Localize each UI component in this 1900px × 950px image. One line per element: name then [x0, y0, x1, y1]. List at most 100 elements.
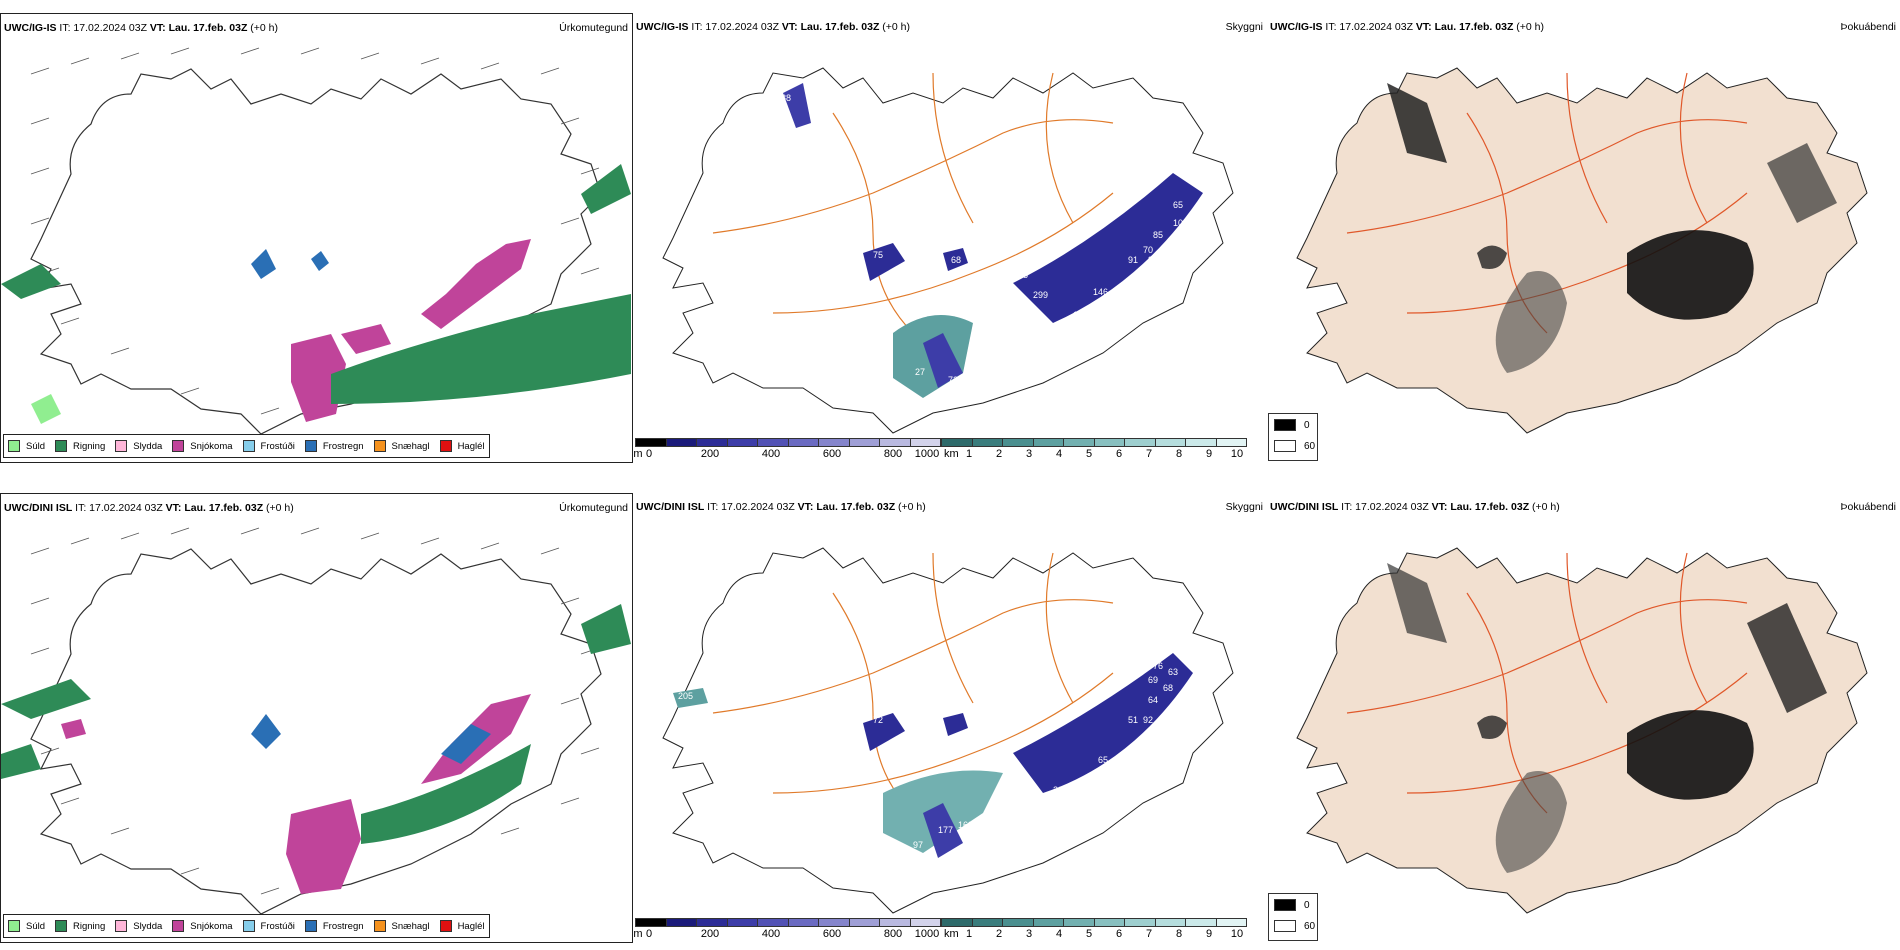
- panel-title: UWC/IG-IS IT: 17.02.2024 03Z VT: Lau. 17…: [1270, 21, 1545, 33]
- cloud-base-map-bottom: 205 72 90 106 51 69 64 92 76 63 68 201 6…: [662, 547, 1234, 914]
- legend-item: 60: [1274, 440, 1315, 452]
- tick-label: 10: [1230, 928, 1244, 940]
- tick-label: 8: [1175, 448, 1183, 460]
- legend-item: Snjókoma: [172, 440, 233, 452]
- tick-label: 1000: [914, 448, 940, 460]
- tick-label: 5: [1085, 928, 1093, 940]
- value-label: 97: [913, 840, 923, 850]
- tick-label: 4: [1055, 448, 1063, 460]
- tick-label: 0: [645, 928, 653, 940]
- value-label: 194: [978, 360, 993, 370]
- legend-item: Slydda: [115, 440, 162, 452]
- legend-item: Frostúði: [242, 920, 295, 932]
- value-label: 106: [1013, 717, 1028, 727]
- tick-label: 400: [761, 448, 781, 460]
- legend-item: Snæhagl: [373, 440, 430, 452]
- colorbar-km-cells: [941, 438, 1247, 447]
- legend-item: Súld: [8, 440, 45, 452]
- panel-label: Úrkomutegund: [559, 22, 628, 34]
- panel-title: UWC/DINI ISL IT: 17.02.2024 03Z VT: Lau.…: [636, 501, 926, 513]
- fog-map-top: [1296, 67, 1868, 434]
- value-label: 88: [1148, 270, 1158, 280]
- tick-label: 8: [1175, 928, 1183, 940]
- colorbar-m: m 0 200 400 600 800 1000: [633, 438, 941, 463]
- value-label: 68: [1163, 683, 1173, 693]
- legend-item: 60: [1274, 920, 1315, 932]
- tick-label: 9: [1205, 448, 1213, 460]
- value-label: 76: [1153, 661, 1163, 671]
- value-label: 68: [1063, 340, 1073, 350]
- cloud-value-labels: 88 10 75 68 57 69 95 299 12 146 135 77 6…: [781, 93, 1188, 405]
- legend-item: Frostregn: [304, 920, 364, 932]
- tick-label: 800: [883, 448, 903, 460]
- fog-shading: [1387, 563, 1827, 873]
- cloud-areas: [673, 653, 1193, 858]
- tick-label: 800: [883, 928, 903, 940]
- tick-label: 0: [645, 448, 653, 460]
- tick-label: 4: [1055, 928, 1063, 940]
- precip-type-panel-top: UWC/IG-IS IT: 17.02.2024 03Z VT: Lau. 17…: [0, 13, 633, 463]
- legend-item: Rigning: [55, 440, 105, 452]
- panel-title: UWC/DINI ISL IT: 17.02.2024 03Z VT: Lau.…: [1270, 501, 1560, 513]
- precip-type-legend: Súld Rigning Slydda Snjókoma Frostúði Fr…: [3, 914, 490, 938]
- precip-type-panel-bottom: UWC/DINI ISL IT: 17.02.2024 03Z VT: Lau.…: [0, 493, 633, 943]
- value-label: 12: [1018, 303, 1028, 313]
- value-label: 95: [1018, 270, 1028, 280]
- panel-title: UWC/DINI ISL IT: 17.02.2024 03Z VT: Lau.…: [4, 502, 294, 514]
- tick-label: 3: [1025, 928, 1033, 940]
- tick-label: 9: [1205, 928, 1213, 940]
- legend-item: Slydda: [115, 920, 162, 932]
- tick-label: 6: [1115, 928, 1123, 940]
- tick-label: 200: [700, 448, 720, 460]
- tick-label: 1: [965, 448, 973, 460]
- road-network: [712, 72, 1114, 334]
- panel-label: Úrkomutegund: [559, 502, 628, 514]
- fog-panel-top: UWC/IG-IS IT: 17.02.2024 03Z VT: Lau. 17…: [1267, 13, 1900, 463]
- cloud-areas: [783, 83, 1203, 398]
- value-label: 27: [915, 367, 925, 377]
- value-label: 70: [1143, 245, 1153, 255]
- precip-areas: [1, 604, 631, 894]
- tick-label: 7: [1145, 448, 1153, 460]
- tick-label: 10: [1230, 448, 1244, 460]
- value-label: 201: [1053, 785, 1068, 795]
- legend-item: Rigning: [55, 920, 105, 932]
- value-label: 146: [1093, 287, 1108, 297]
- value-label: 57: [883, 277, 893, 287]
- tick-label: 1: [965, 928, 973, 940]
- legend-item: 0: [1274, 899, 1310, 911]
- panel-title: UWC/IG-IS IT: 17.02.2024 03Z VT: Lau. 17…: [636, 21, 911, 33]
- tick-label: 3: [1025, 448, 1033, 460]
- colorbar-km: km 1 2 3 4 5 6 7 8 9 10: [941, 438, 1247, 463]
- tick-label: 1000: [914, 928, 940, 940]
- panel-title: UWC/IG-IS IT: 17.02.2024 03Z VT: Lau. 17…: [4, 22, 279, 34]
- value-label: 299: [1033, 290, 1048, 300]
- colorbar-m: m 0 200 400 600 800 1000: [633, 918, 941, 943]
- colorbar-unit: km: [944, 448, 959, 460]
- colorbar-m-cells: [635, 438, 941, 447]
- colorbar-m-cells: [635, 918, 941, 927]
- fog-map-bottom: [1296, 547, 1868, 914]
- wind-barbs: [30, 47, 600, 415]
- tick-label: 600: [822, 448, 842, 460]
- value-label: 69: [1148, 675, 1158, 685]
- panel-label: Skyggni: [1225, 21, 1263, 33]
- value-label: 135: [1073, 310, 1088, 320]
- fog-shading: [1387, 83, 1837, 373]
- colorbar-km-cells: [941, 918, 1247, 927]
- value-label: 65: [1098, 755, 1108, 765]
- cloud-base-map-top: 88 10 75 68 57 69 95 299 12 146 135 77 6…: [662, 67, 1234, 434]
- precip-type-map-top: [1, 47, 631, 435]
- value-label: 90: [948, 685, 958, 695]
- precip-type-legend: Súld Rigning Slydda Snjókoma Frostúði Fr…: [3, 434, 490, 458]
- wind-barbs: [30, 527, 600, 895]
- colorbar-unit: m: [633, 928, 643, 940]
- value-label: 82: [1148, 255, 1158, 265]
- value-label: 68: [951, 255, 961, 265]
- value-label: 63: [1168, 667, 1178, 677]
- value-label: 72: [873, 715, 883, 725]
- value-label: 64: [1148, 695, 1158, 705]
- value-label: 205: [678, 691, 693, 701]
- fog-legend: 0 60: [1268, 413, 1318, 461]
- value-label: 90: [951, 870, 961, 880]
